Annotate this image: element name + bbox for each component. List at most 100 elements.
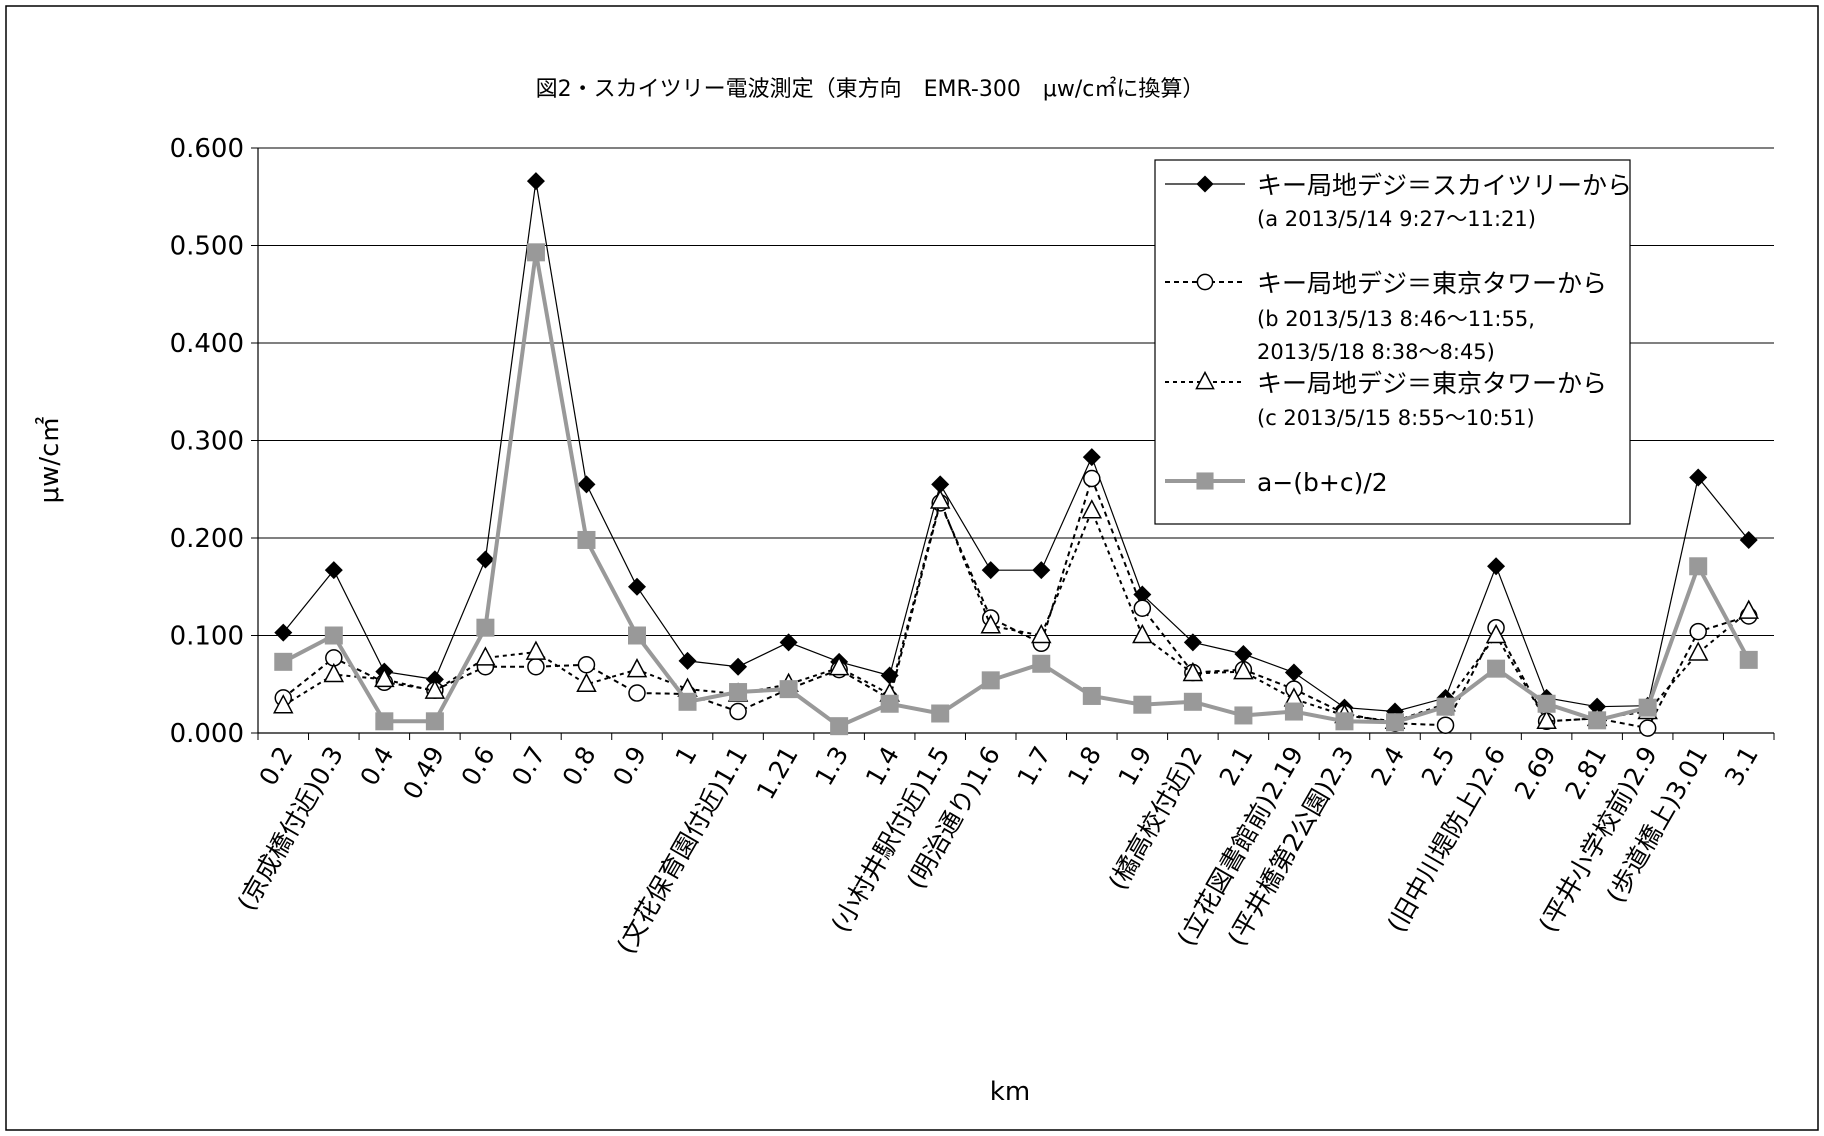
legend-box: [1154, 159, 1631, 525]
data-point-square: [526, 243, 545, 262]
data-point-square: [1638, 698, 1657, 717]
data-point-circle: [1196, 273, 1214, 291]
legend-label: キー局地デジ＝東京タワーから: [1257, 369, 1607, 398]
data-point-diamond: [1234, 645, 1253, 664]
data-point-square: [1537, 694, 1556, 713]
y-tick-label: 0.100: [170, 622, 244, 652]
data-point-circle: [1133, 599, 1152, 617]
data-point-square: [628, 626, 646, 645]
data-point-diamond: [577, 475, 596, 494]
y-tick-label: 0.300: [170, 427, 244, 457]
data-point-triangle: [576, 672, 597, 692]
data-point-square: [1284, 702, 1303, 721]
legend-note: 2013/5/18 8:38～8:45): [1257, 340, 1495, 364]
data-point-triangle: [626, 658, 648, 678]
data-point-diamond: [274, 623, 293, 642]
data-point-circle: [729, 702, 747, 721]
data-point-triangle: [424, 679, 446, 699]
data-point-square: [1436, 697, 1455, 716]
data-point-square: [476, 618, 495, 637]
data-point-triangle: [1536, 709, 1557, 730]
data-point-triangle: [525, 640, 547, 660]
data-point-square: [1032, 654, 1051, 673]
y-axis-label: μw/c㎡: [35, 417, 65, 504]
data-point-square: [981, 671, 1000, 690]
legend-note: (c 2013/5/15 8:55～10:51): [1257, 406, 1535, 430]
data-point-circle: [628, 684, 646, 702]
legend-note: (b 2013/5/13 8:46～11:55,: [1257, 307, 1535, 331]
chart-title: 図2・スカイツリー電波測定（東方向 EMR-300 μw/c㎡に換算）: [536, 76, 1205, 102]
series-square: [274, 243, 1758, 736]
data-point-triangle: [828, 656, 850, 676]
data-point-triangle: [1738, 599, 1759, 619]
x-axis-label: km: [990, 1077, 1030, 1107]
data-point-diamond: [526, 172, 545, 191]
data-point-triangle: [323, 662, 345, 683]
series-lines: [273, 172, 1759, 737]
legend-label: キー局地デジ＝スカイツリーから: [1257, 171, 1632, 200]
data-point-triangle: [374, 667, 395, 688]
y-axis-ticks: 0.000 0.100 0.200 0.300 0.400 0.500 0.600: [170, 134, 258, 749]
data-point-square: [1689, 557, 1708, 576]
data-point-square: [880, 694, 899, 713]
y-tick-label: 0.500: [170, 232, 244, 262]
data-point-square: [1739, 650, 1758, 669]
data-point-square: [779, 680, 798, 699]
data-point-square: [1234, 706, 1253, 725]
data-point-diamond: [1082, 448, 1101, 467]
data-point-diamond: [779, 633, 798, 652]
legend: キー局地デジ＝スカイツリーから (a 2013/5/14 9:27～11:21) キ…: [1154, 159, 1632, 525]
data-point-square: [931, 704, 950, 723]
data-point-square: [425, 712, 444, 731]
data-point-diamond: [628, 577, 646, 596]
data-point-circle: [1638, 719, 1657, 737]
data-point-square: [1196, 472, 1214, 490]
data-point-square: [729, 683, 748, 702]
data-point-diamond: [1739, 530, 1758, 549]
data-point-square: [1183, 692, 1202, 711]
data-point-diamond: [1284, 663, 1303, 682]
data-point-triangle: [1031, 623, 1052, 644]
data-point-triangle: [475, 646, 496, 666]
data-point-square: [830, 717, 849, 736]
data-point-diamond: [678, 651, 697, 670]
data-point-triangle: [1233, 659, 1254, 680]
data-point-triangle: [1081, 499, 1103, 519]
data-point-circle: [577, 656, 596, 674]
data-point-triangle: [1182, 661, 1204, 682]
y-tick-label: 0.000: [170, 719, 244, 749]
data-point-square: [1487, 659, 1506, 678]
data-point-triangle: [1195, 370, 1215, 390]
data-point-square: [274, 652, 293, 671]
data-point-triangle: [1485, 623, 1507, 644]
data-point-circle: [1083, 469, 1101, 488]
y-tick-label: 0.600: [170, 134, 244, 164]
data-point-diamond: [324, 561, 343, 580]
legend-label: キー局地デジ＝東京タワーから: [1257, 269, 1607, 298]
data-point-diamond: [1689, 468, 1708, 487]
data-point-diamond: [476, 550, 495, 569]
data-point-square: [1082, 686, 1101, 705]
data-point-triangle: [929, 489, 951, 509]
data-point-square: [324, 626, 343, 645]
y-tick-label: 0.200: [170, 524, 244, 554]
data-point-square: [1386, 713, 1404, 732]
data-point-circle: [527, 657, 545, 676]
data-point-diamond: [931, 475, 950, 494]
data-point-diamond: [1032, 561, 1051, 580]
data-point-diamond: [1487, 557, 1506, 576]
data-point-triangle: [1132, 623, 1153, 644]
data-point-triangle: [273, 694, 294, 714]
data-point-square: [375, 712, 394, 731]
data-point-triangle: [980, 614, 1001, 634]
data-point-square: [577, 530, 596, 549]
data-point-circle: [1436, 716, 1455, 734]
y-tick-label: 0.400: [170, 329, 244, 359]
legend-label: a−(b+c)/2: [1257, 468, 1388, 497]
data-point-diamond: [1183, 633, 1202, 652]
data-point-square: [678, 692, 697, 711]
series-line: [282, 497, 1750, 723]
data-point-diamond: [981, 561, 1000, 580]
data-point-square: [1133, 695, 1152, 714]
